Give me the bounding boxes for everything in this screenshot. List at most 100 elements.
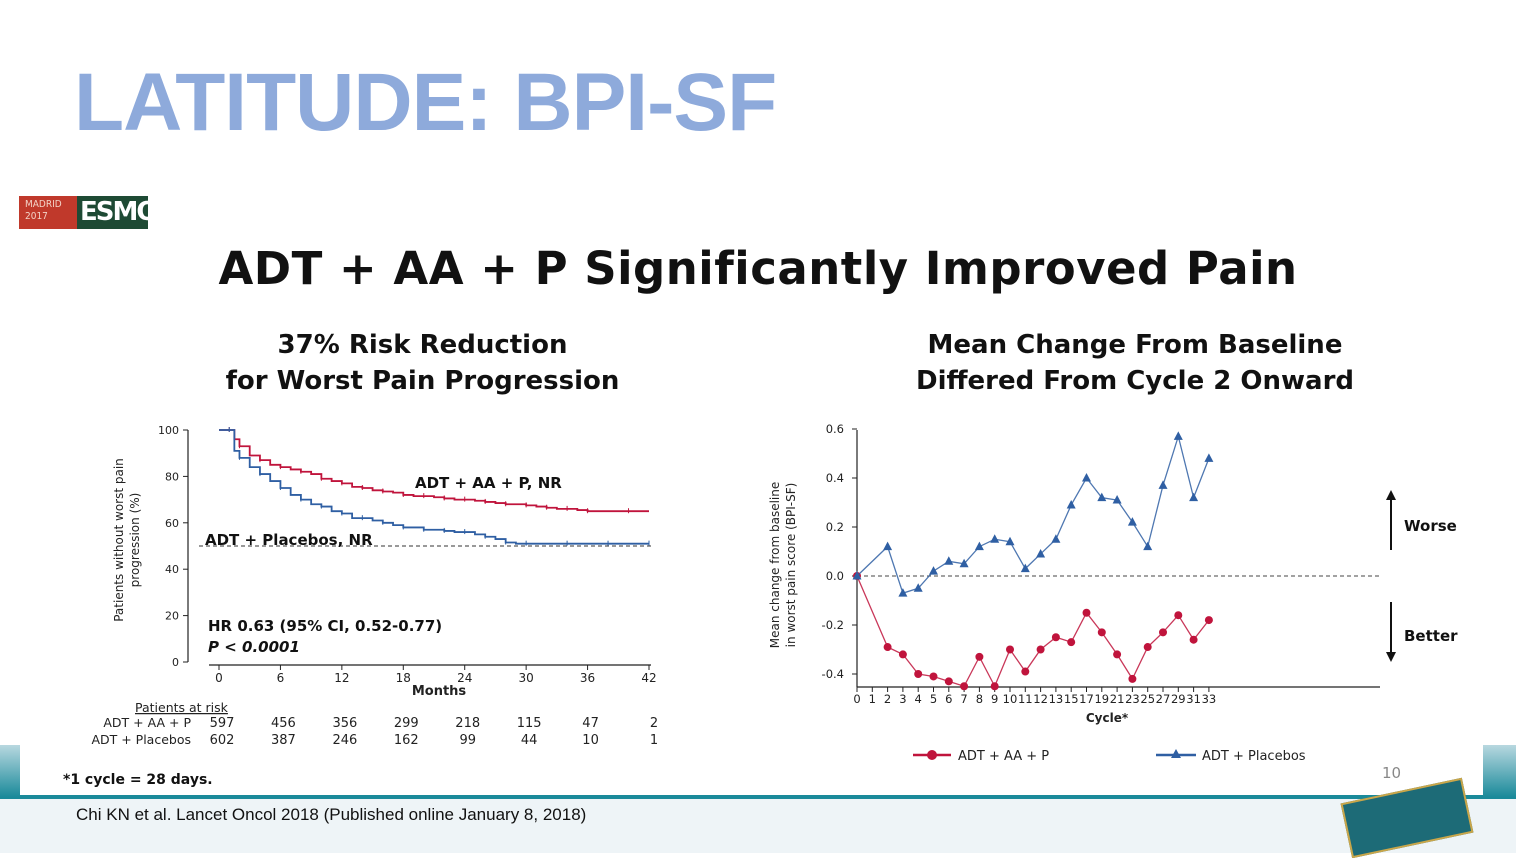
data-point-aa: [990, 682, 999, 691]
legend-marker-placebo: [1171, 749, 1181, 758]
x-tick-label: 36: [580, 671, 595, 685]
data-point-placebo: [1112, 495, 1122, 504]
data-point-placebo: [883, 541, 893, 551]
data-point-aa: [883, 643, 892, 652]
title-line: Mean Change From Baseline: [927, 330, 1343, 360]
footer-teal-bar: [0, 795, 1516, 799]
risk-value: 115: [517, 716, 542, 731]
data-point-aa: [960, 682, 969, 691]
slide-headline: ADT + AA + P Significantly Improved Pain: [218, 242, 1298, 295]
data-point-placebo: [929, 566, 938, 575]
data-point-placebo: [1189, 492, 1199, 502]
data-point-aa: [1113, 650, 1122, 659]
footer-band: [0, 795, 1516, 853]
worse-arrow-head: [1386, 490, 1396, 500]
risk-value: 246: [332, 733, 357, 748]
worse-label: Worse: [1404, 517, 1457, 535]
data-point-aa: [1036, 645, 1045, 654]
y-tick-label: -0.2: [822, 618, 844, 632]
x-tick-label: 4: [915, 692, 922, 706]
risk-value: 44: [521, 733, 538, 748]
legend-marker-aa: [927, 750, 937, 760]
data-point-aa: [898, 650, 907, 659]
legend-label-placebo: ADT + Placebos: [1202, 749, 1306, 764]
data-point-placebo: [1143, 541, 1153, 551]
risk-value: 597: [210, 716, 235, 731]
better-arrow-head: [1386, 652, 1396, 662]
x-tick-label: 11: [1018, 692, 1033, 706]
x-tick-label: 0: [853, 692, 860, 706]
risk-value: 356: [332, 716, 357, 731]
data-point-aa: [1143, 643, 1152, 652]
x-tick-label: 24: [457, 671, 472, 685]
x-tick-label: 3: [899, 692, 906, 706]
x-tick-label: 23: [1125, 692, 1140, 706]
y-tick-label: 0.6: [826, 422, 844, 436]
data-point-placebo: [1020, 563, 1030, 573]
series-label-placebo: ADT + Placebos, NR: [205, 531, 373, 549]
series-line-1: [856, 433, 1210, 594]
x-tick-label: 10: [1003, 692, 1018, 706]
x-tick-label: 27: [1156, 692, 1171, 706]
series-line-0: [856, 575, 1210, 688]
risk-value: 1: [650, 733, 658, 748]
data-point-aa: [914, 670, 923, 678]
title-line: 37% Risk Reduction: [277, 330, 568, 360]
x-tick-label: 13: [1049, 692, 1064, 706]
title-line: Differed From Cycle 2 Onward: [915, 366, 1355, 396]
data-point-aa: [1082, 608, 1091, 617]
y-tick-label: 80: [165, 470, 179, 483]
risk-value: 10: [582, 733, 599, 748]
y-tick-label: 100: [158, 424, 179, 437]
y-tick-label: 40: [165, 563, 179, 576]
data-point-aa: [1204, 616, 1213, 625]
y-tick-label: 0: [172, 656, 179, 669]
data-point-placebo: [1082, 473, 1091, 482]
data-point-placebo: [1097, 492, 1107, 502]
data-point-placebo: [974, 541, 984, 551]
x-tick-label: 19: [1094, 692, 1109, 706]
data-point-placebo: [990, 534, 1000, 543]
risk-value: 387: [271, 733, 296, 748]
better-label: Better: [1404, 627, 1458, 645]
x-tick-label: 12: [334, 671, 349, 685]
y-tick-label: 0.0: [826, 569, 844, 583]
data-point-aa: [975, 652, 984, 661]
y-tick-label: 20: [165, 610, 179, 623]
footnote: *1 cycle = 28 days.: [63, 772, 213, 788]
x-tick-label: 1: [869, 692, 876, 706]
x-tick-label: 9: [991, 692, 998, 706]
data-point-placebo: [1005, 536, 1015, 546]
y-axis-label: Mean change from baseline in worst pain s…: [768, 482, 798, 649]
citation: Chi KN et al. Lancet Oncol 2018 (Publish…: [76, 805, 587, 824]
slide-title: LATITUDE: BPI-SF: [74, 57, 777, 148]
data-point-aa: [1159, 628, 1167, 637]
x-tick-label: 2: [884, 692, 891, 706]
data-point-aa: [944, 677, 953, 686]
risk-table-header: Patients at risk: [135, 700, 229, 715]
data-point-aa: [1067, 638, 1076, 647]
risk-row-label: ADT + Placebos: [91, 732, 191, 747]
data-point-placebo: [913, 583, 923, 592]
x-tick-label: 7: [960, 692, 967, 706]
x-axis-label: Months: [412, 684, 467, 699]
x-tick-label: 33: [1202, 692, 1217, 706]
hr-annotation: HR 0.63 (95% CI, 0.52-0.77): [208, 617, 442, 635]
data-point-placebo: [1036, 548, 1046, 558]
x-tick-label: 42: [641, 671, 656, 685]
page-number: 10: [1382, 764, 1402, 782]
x-tick-label: 29: [1171, 692, 1186, 706]
y-tick-label: 0.4: [826, 471, 844, 485]
risk-value: 162: [394, 733, 419, 748]
risk-row-label: ADT + AA + P: [103, 715, 191, 730]
left-band-decoration: [0, 745, 20, 797]
x-tick-label: 25: [1140, 692, 1155, 706]
x-tick-label: 6: [277, 671, 285, 685]
data-point-placebo: [1051, 534, 1061, 543]
risk-value: 602: [210, 733, 235, 748]
y-axis-label: Patients without worst pain progression (…: [112, 458, 142, 622]
data-point-placebo: [1127, 517, 1137, 526]
data-point-placebo: [944, 556, 954, 565]
km-chart-title: 37% Risk Reduction for Worst Pain Progres…: [140, 327, 705, 399]
x-tick-label: 30: [519, 671, 534, 685]
